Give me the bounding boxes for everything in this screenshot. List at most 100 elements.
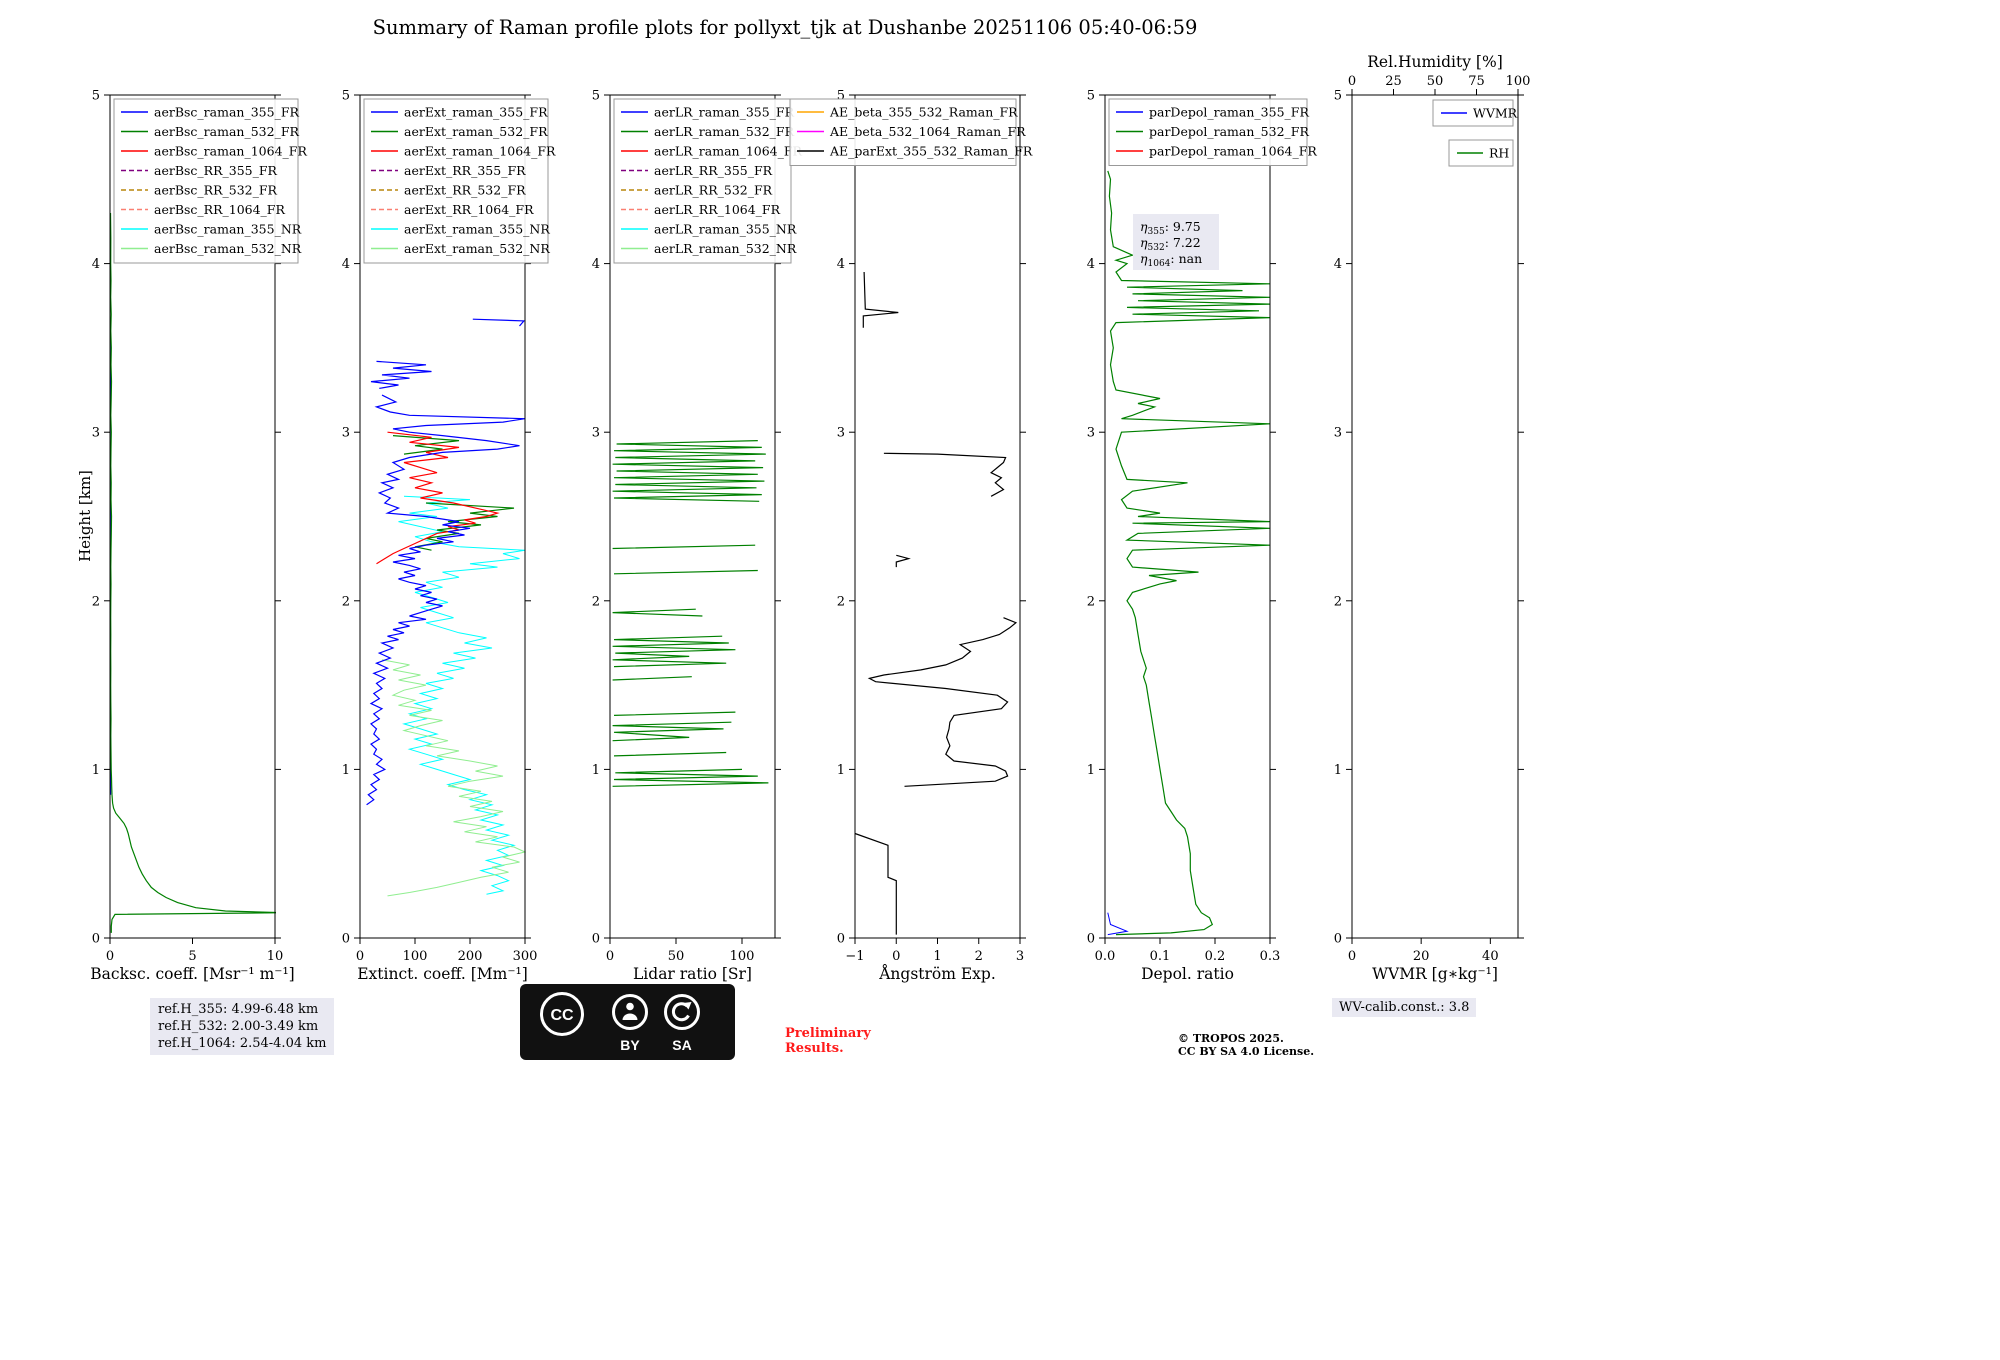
x-axis-label-backscatter: Backsc. coeff. [Msr⁻¹ m⁻¹] [90,965,294,983]
y-tick-label: 4 [92,257,100,272]
legend-entry-label: aerLR_raman_532_FR [654,124,795,139]
top-tick-label: 50 [1427,74,1444,89]
legend-entry-label: RH [1489,146,1509,161]
x-tick-label: 0.3 [1260,949,1281,964]
legend-entry-label: aerExt_RR_1064_FR [404,202,534,217]
series-aerExt_raman_355_NR [398,495,526,895]
x-tick-label: 200 [458,949,483,964]
y-tick-label: 1 [1334,763,1342,778]
series-group-depol [1107,170,1271,936]
legend-entry-label: parDepol_raman_532_FR [1149,124,1309,139]
axes-frame-angstrom [854,94,1021,939]
y-tick-label: 5 [92,89,100,104]
cc-logo-text: CC [550,1007,574,1024]
y-tick-label: 3 [837,426,845,441]
x-tick-label: 40 [1482,949,1499,964]
series-aerBsc_raman_532_FR [109,212,276,933]
x-tick-label: 0.0 [1095,949,1116,964]
x-tick-label: 10 [267,949,284,964]
y-tick-label: 4 [1334,257,1342,272]
y-tick-label: 4 [837,257,845,272]
legend-entry-label: aerBsc_RR_1064_FR [154,202,285,217]
cc-by-person-body [622,1013,638,1020]
legend-entry-label: aerBsc_raman_355_FR [154,105,299,120]
y-tick-label: 4 [342,257,350,272]
cc-by-text: BY [620,1037,640,1053]
y-tick-label: 1 [92,763,100,778]
series-parDepol_raman_355_FR [1107,912,1129,936]
legend-entry-label: aerLR_raman_355_FR [654,105,795,120]
y-tick-label: 2 [837,594,845,609]
series-group-backscatter [109,212,276,933]
legend-entry-label: AE_beta_355_532_Raman_FR [829,105,1018,120]
cc-license-badge[interactable]: CC BY SA [520,984,735,1060]
y-tick-label: 0 [92,932,100,947]
y-tick-label: 3 [592,426,600,441]
ref-h-532: ref.H_532: 2.00-3.49 km [158,1019,319,1034]
cc-sa-arrow-head [683,1002,692,1010]
y-tick-label: 1 [837,763,845,778]
series-aerExt_raman_532_NR [381,659,526,897]
axes-frame-depol [1104,94,1271,939]
y-tick-label: 5 [1087,89,1095,104]
figure-title: Summary of Raman profile plots for polly… [372,16,1198,39]
y-tick-label: 4 [592,257,600,272]
legend-entry-label: aerBsc_raman_532_NR [154,241,302,256]
x-tick-label: 0 [356,949,364,964]
legend-entry-label: aerBsc_RR_355_FR [154,163,278,178]
copyright-note: © TROPOS 2025. CC BY SA 4.0 License. [1178,1032,1314,1058]
x-tick-label: 0 [1348,949,1356,964]
legend-entry-label: aerBsc_raman_355_NR [154,222,302,237]
legend-extinction: aerExt_raman_355_FR aerExt_raman_532_FRae… [363,98,556,264]
x-tick-label: 5 [188,949,196,964]
series-parDepol_raman_532_FR [1107,170,1271,936]
legend-entry-label: parDepol_raman_1064_FR [1149,144,1317,159]
y-tick-label: 4 [1087,257,1095,272]
y-tick-label: 2 [342,594,350,609]
top-tick-label: 25 [1385,74,1402,89]
cc-sa-arrow-arc [671,1002,690,1022]
panel-depol: 0.0 0.1 0.2 0.3 0 1 2 3 4 5 Depol. ratio parDepol_r… [1087,89,1318,984]
x-tick-label: 0 [606,949,614,964]
cc-by-person-icon [612,994,648,1030]
legend-entry-label: parDepol_raman_355_FR [1149,105,1309,120]
x-tick-label: 0.1 [1150,949,1171,964]
y-tick-label: 2 [592,594,600,609]
y-tick-label: 5 [1334,89,1342,104]
x-tick-label: 100 [730,949,755,964]
legend-entry-label: aerExt_raman_532_NR [404,241,550,256]
y-tick-label: 2 [1334,594,1342,609]
copyright-line-1: © TROPOS 2025. [1178,1032,1284,1045]
y-tick-label: 3 [1334,426,1342,441]
y-tick-label: 2 [92,594,100,609]
legend-entry-label: aerLR_RR_1064_FR [654,202,781,217]
top-tick-label: 75 [1468,74,1485,89]
x-tick-label: 300 [513,949,538,964]
legend-entry-label: aerExt_RR_355_FR [404,163,526,178]
series-AE_parExt_355_532_Raman_FR [854,271,1018,935]
panel-extinction: 0 100 200 300 0 1 2 3 4 5 Extinct. coeff. [Mm⁻¹] ae… [342,89,556,984]
legend-lidar-ratio: aerLR_raman_355_FR aerLR_raman_532_FR aerL… [613,98,803,264]
legend-wvmr: WVMR RH [1432,99,1518,167]
axes-frame-wvmr [1351,94,1519,939]
top-tick-label: 0 [1348,74,1356,89]
x-tick-label: 50 [668,949,685,964]
x-axis-label-angstrom: Ångström Exp. [878,965,996,983]
legend-entry-label: aerLR_RR_532_FR [654,183,773,198]
y-tick-label: 0 [342,932,350,947]
x-axis-label-lidar-ratio: Lidar ratio [Sr] [633,965,752,983]
legend-entry-label: aerLR_raman_1064_FR [654,144,803,159]
legend-entry-label: AE_parExt_355_532_Raman_FR [829,144,1033,159]
cc-by-person-head [626,1002,634,1011]
y-tick-label: 1 [342,763,350,778]
x-tick-label: 100 [403,949,428,964]
x-axis-label-extinction: Extinct. coeff. [Mm⁻¹] [357,965,528,983]
y-tick-label: 1 [1087,763,1095,778]
y-tick-label: 0 [1334,932,1342,947]
series-group-angstrom [854,271,1018,935]
legend-entry-label: aerBsc_raman_1064_FR [154,144,307,159]
